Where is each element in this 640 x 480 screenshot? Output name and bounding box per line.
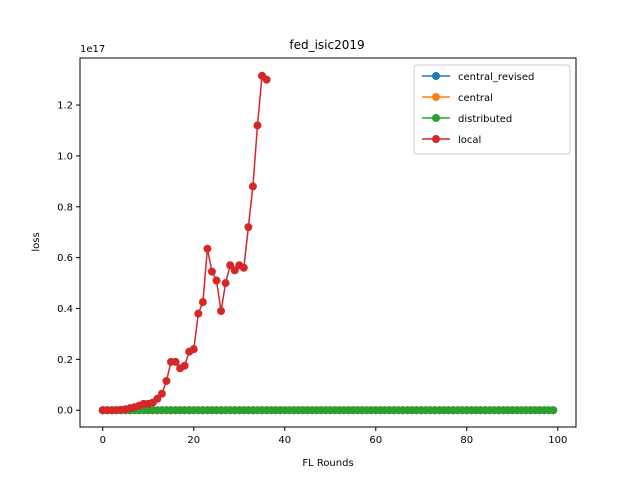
data-point — [189, 345, 198, 354]
x-tick-label: 100 — [548, 435, 567, 446]
data-point — [162, 376, 171, 385]
x-tick-label: 20 — [187, 435, 200, 446]
data-point — [244, 223, 253, 232]
legend-label: central_revised — [458, 72, 534, 83]
legend-label: distributed — [458, 114, 512, 125]
axes-frame — [79, 57, 577, 428]
legend-label: central — [458, 93, 493, 104]
y-tick-label: 0.6 — [57, 253, 73, 264]
x-axis-label: FL Rounds — [302, 458, 353, 469]
plot-area — [98, 71, 558, 415]
legend-item: distributed — [422, 114, 512, 125]
data-point — [180, 361, 189, 370]
data-point — [226, 261, 235, 270]
legend-marker — [432, 114, 440, 122]
data-point — [248, 182, 257, 191]
y-tick-label: 1.2 — [57, 101, 73, 112]
series-local — [98, 71, 271, 415]
data-point — [207, 267, 216, 276]
x-axis: 0 20 40 60 80 100 — [100, 427, 567, 446]
y-axis-label: loss — [31, 232, 42, 251]
legend-item: central — [422, 93, 493, 104]
legend-item: central_revised — [422, 72, 534, 83]
data-point — [157, 389, 166, 398]
x-tick-label: 40 — [278, 435, 291, 446]
y-tick-label: 0.8 — [57, 202, 73, 213]
y-tick-label: 0.4 — [57, 304, 73, 315]
legend-item: local — [422, 135, 481, 146]
legend-frame — [413, 64, 571, 155]
y-offset-label: 1e17 — [80, 44, 105, 55]
data-point — [230, 266, 239, 275]
data-point — [171, 357, 180, 366]
x-tick-label: 80 — [460, 435, 473, 446]
data-point — [217, 307, 226, 316]
data-point — [203, 244, 212, 253]
legend-marker — [432, 72, 440, 80]
series-distributed — [98, 406, 558, 415]
y-tick-label: 1.0 — [57, 151, 73, 162]
x-tick-label: 0 — [100, 435, 106, 446]
data-point — [221, 279, 230, 288]
legend-marker — [432, 93, 440, 101]
chart-title: fed_isic2019 — [289, 38, 364, 52]
series-line — [102, 74, 268, 411]
y-tick-label: 0.2 — [57, 355, 73, 366]
legend-marker — [432, 135, 440, 143]
data-point — [549, 406, 558, 415]
data-point — [239, 263, 248, 272]
data-point — [212, 276, 221, 285]
y-tick-label: 0.0 — [57, 406, 73, 417]
data-point — [262, 75, 271, 84]
x-tick-label: 60 — [369, 435, 382, 446]
legend-label: local — [458, 135, 481, 146]
data-point — [253, 121, 262, 130]
data-point — [194, 309, 203, 318]
data-point — [198, 298, 207, 307]
y-axis: 0.0 0.2 0.4 0.6 0.8 1.0 1.2 — [57, 101, 80, 417]
